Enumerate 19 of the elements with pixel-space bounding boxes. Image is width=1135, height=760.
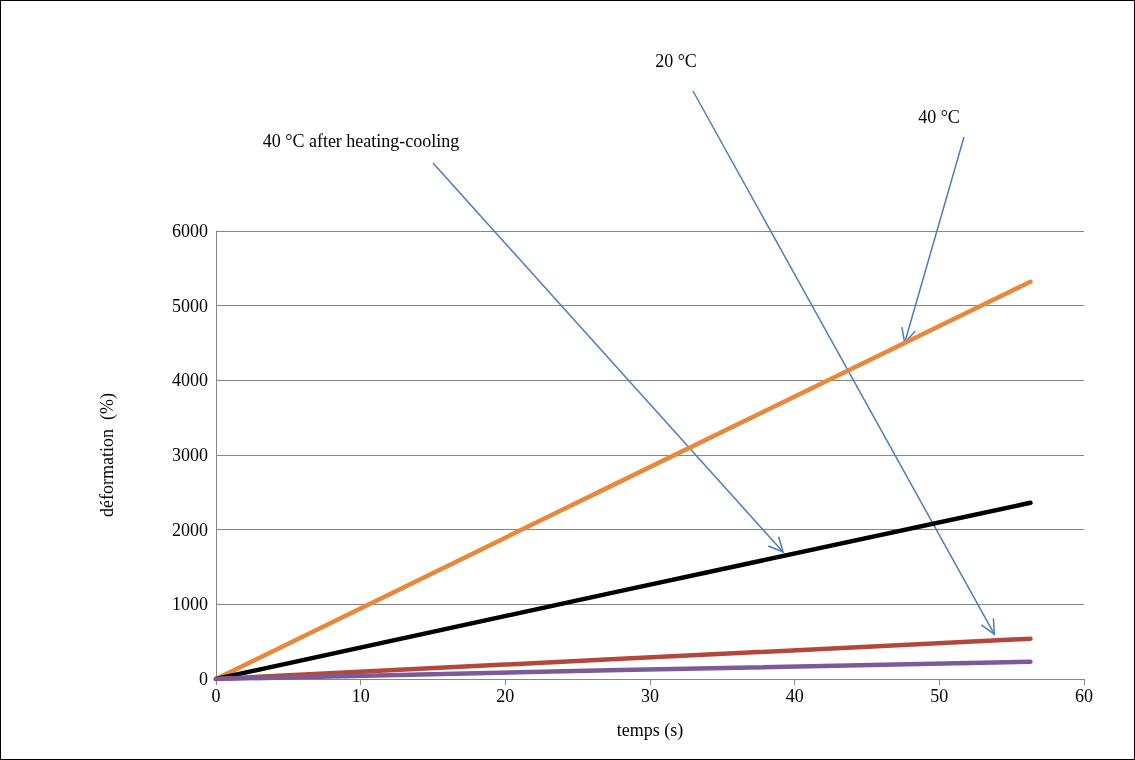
annotation: 40 °C [918, 107, 960, 127]
annotation: 40 °C after heating-cooling [262, 131, 460, 151]
annotation: 20 °C [655, 51, 697, 71]
x-tick-label: 20 [496, 686, 515, 706]
y-tick-label: 2000 [172, 519, 208, 540]
x-tick-label: 60 [1075, 686, 1093, 706]
y-tick-label: 0 [199, 669, 208, 689]
x-tick-label: 40 [785, 686, 804, 706]
x-tick-label: 50 [930, 686, 949, 706]
y-tick-label: 3000 [172, 445, 208, 465]
x-tick-label: 30 [641, 686, 659, 706]
y-tick-label: 4000 [172, 370, 208, 391]
y-axis-title: déformation (%) [97, 393, 118, 517]
y-tick-label: 1000 [172, 594, 208, 615]
y-tick-label: 6000 [172, 221, 208, 241]
x-tick-label: 0 [211, 686, 221, 706]
x-axis-title: temps (s) [616, 720, 684, 741]
x-tick-label: 10 [351, 686, 370, 706]
y-tick-label: 5000 [172, 295, 208, 316]
